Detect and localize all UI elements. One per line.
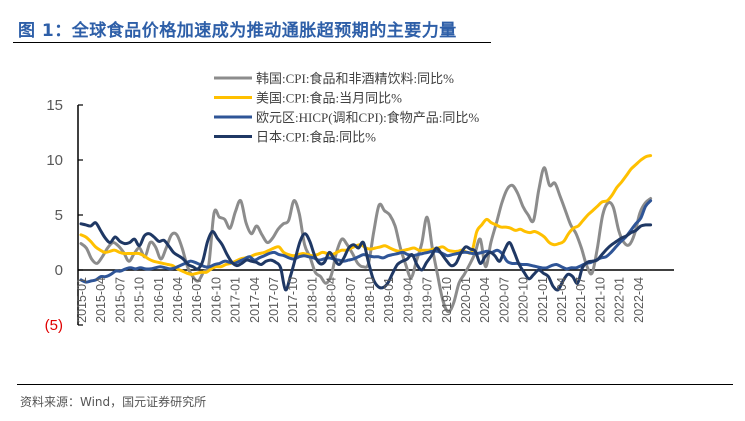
x-tick-label: 2019-07 (421, 277, 435, 323)
x-tick-label: 2021-07 (574, 277, 588, 323)
x-tick-labels: 2015-01 2015-04 2015-07 2015-10 2016-01 2016-… (75, 277, 646, 323)
legend-item-japan: 日本:CPI:食品:同比% (214, 130, 376, 145)
x-tick-label: 2016-10 (209, 277, 223, 323)
x-tick-label: 2017-04 (248, 277, 262, 323)
x-tick-label: 2019-01 (382, 277, 396, 323)
legend-item-korea: 韩国:CPI:食品和非酒精饮料:同比% (214, 71, 454, 86)
x-tick-label: 2021-01 (536, 277, 550, 323)
x-tick-label: 2020-10 (517, 277, 531, 323)
x-tick-label: 2022-01 (613, 277, 627, 323)
x-tick-label: 2018-07 (344, 277, 358, 323)
x-tick-label: 2017-07 (267, 277, 281, 323)
legend-item-us: 美国:CPI:食品:当月同比% (214, 91, 402, 106)
legend: 韩国:CPI:食品和非酒精饮料:同比% 美国:CPI:食品:当月同比% 欧元区:HI… (214, 71, 479, 145)
series-layer (79, 154, 653, 314)
x-tick-label: 2018-10 (363, 277, 377, 323)
y-tick-label: 15 (46, 97, 63, 114)
figure-title: 图 1：全球食品价格加速成为推动通胀超预期的主要力量 (18, 21, 457, 41)
y-tick-label: (5) (45, 317, 63, 334)
legend-item-eurozone: 欧元区:HICP(调和CPI):食物产品:同比% (214, 110, 479, 125)
x-tick-label: 2020-07 (497, 277, 511, 323)
x-tick-label: 2021-10 (593, 277, 607, 323)
series-line-japan (79, 221, 653, 292)
x-tick-label: 2019-10 (440, 277, 454, 323)
x-tick-label: 2015-04 (94, 277, 108, 323)
x-tick-label: 2022-04 (632, 277, 646, 323)
x-tick-label: 2015-07 (113, 277, 127, 323)
x-tick-label: 2016-04 (171, 277, 185, 323)
y-tick-label: 5 (55, 207, 63, 224)
title-divider (13, 42, 491, 43)
x-tick-label: 2021-04 (555, 277, 569, 323)
x-tick-label: 2016-01 (152, 277, 166, 323)
legend-label: 韩国:CPI:食品和非酒精饮料:同比% (256, 71, 454, 86)
x-tick-label: 2020-04 (478, 277, 492, 323)
x-tick-label: 2019-04 (401, 277, 415, 323)
x-tick-label: 2015-01 (75, 277, 89, 323)
y-tick-labels: 15 10 5 0 (5) (45, 97, 63, 334)
y-tick-label: 0 (55, 262, 63, 279)
x-tick-label: 2016-07 (190, 277, 204, 323)
x-tick-label: 2018-04 (325, 277, 339, 323)
legend-label: 欧元区:HICP(调和CPI):食物产品:同比% (256, 110, 479, 125)
x-tick-label: 2017-10 (286, 277, 300, 323)
x-tick-label: 2018-01 (305, 277, 319, 323)
source-note: 资料来源：Wind，国元证券研究所 (20, 395, 207, 409)
x-tick-label: 2020-01 (459, 277, 473, 323)
x-tick-label: 2015-10 (133, 277, 147, 323)
legend-label: 美国:CPI:食品:当月同比% (256, 91, 402, 106)
y-tick-label: 10 (46, 152, 63, 169)
series-line-korea (79, 166, 653, 314)
legend-label: 日本:CPI:食品:同比% (256, 130, 376, 145)
x-tick-label: 2017-01 (229, 277, 243, 323)
source-divider (17, 384, 733, 385)
